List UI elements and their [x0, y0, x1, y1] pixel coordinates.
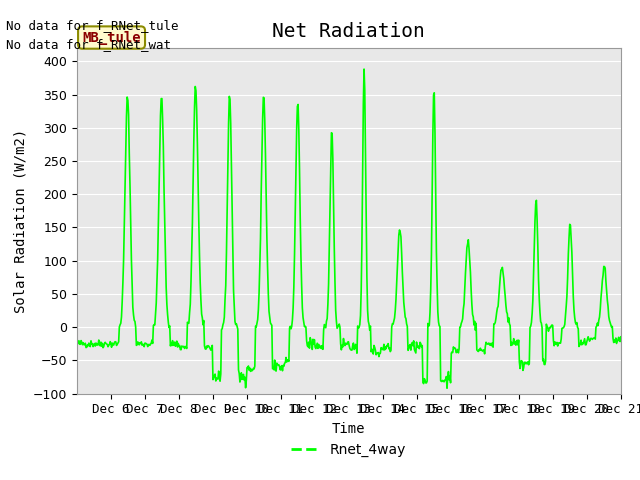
- Text: No data for f_RNet_tule: No data for f_RNet_tule: [6, 19, 179, 32]
- Legend: Rnet_4way: Rnet_4way: [285, 437, 412, 463]
- Text: No data for f_RNet_wat: No data for f_RNet_wat: [6, 38, 172, 51]
- Title: Net Radiation: Net Radiation: [273, 22, 425, 41]
- X-axis label: Time: Time: [332, 422, 365, 436]
- Y-axis label: Solar Radiation (W/m2): Solar Radiation (W/m2): [13, 129, 27, 313]
- Text: MB_tule: MB_tule: [82, 31, 141, 45]
